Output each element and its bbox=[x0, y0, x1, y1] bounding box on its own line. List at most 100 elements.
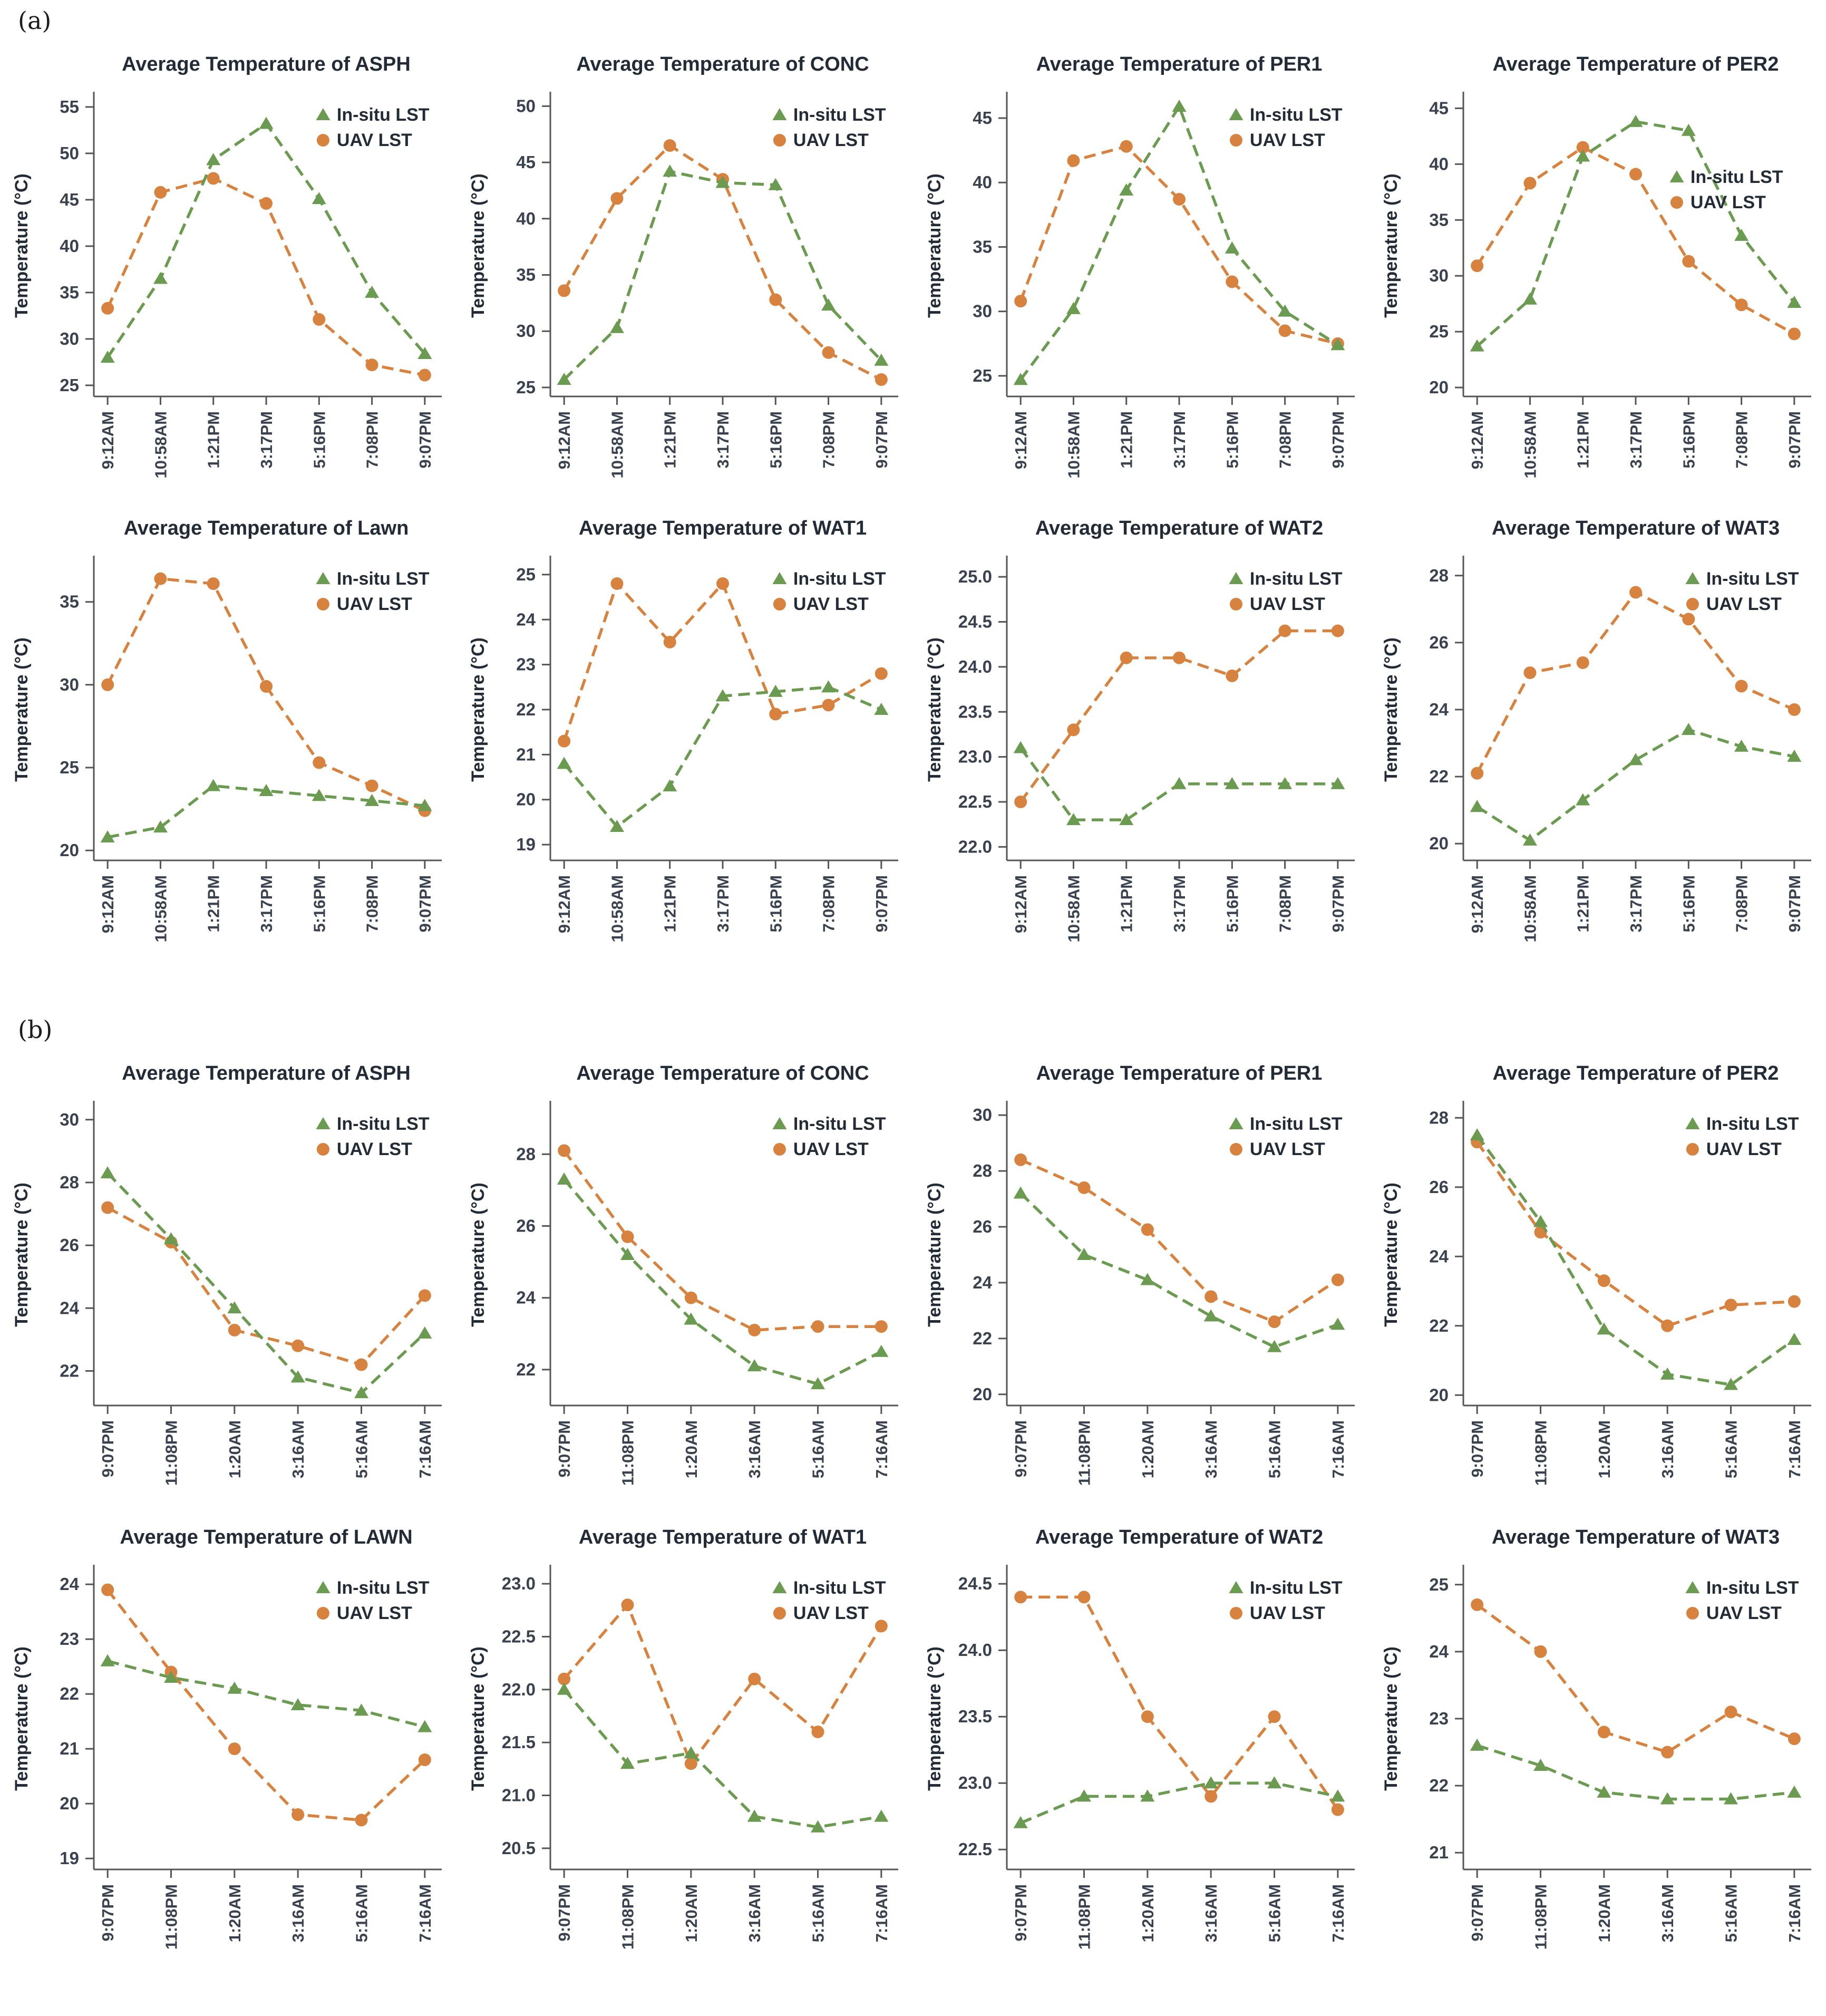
series-insitu-point bbox=[768, 684, 783, 697]
y-tick-labels: 22.0 22.5 23.0 23.5 24.0 24.5 25.0 bbox=[958, 567, 992, 856]
svg-text:7:08PM: 7:08PM bbox=[1276, 411, 1295, 469]
legend-insitu-label: In-situ LST bbox=[1691, 167, 1783, 187]
chart-canvas: Average Temperature of PER1 Temperature (… bbox=[925, 53, 1355, 479]
svg-text:5:16AM: 5:16AM bbox=[809, 1420, 828, 1478]
svg-text:3:17PM: 3:17PM bbox=[1627, 875, 1645, 933]
series-insitu-point bbox=[1203, 1776, 1218, 1789]
series-insitu-point bbox=[1267, 1340, 1282, 1352]
legend-insitu-label: In-situ LST bbox=[1706, 1578, 1799, 1598]
series-uav-point bbox=[418, 1289, 431, 1302]
svg-text:9:12AM: 9:12AM bbox=[99, 875, 117, 933]
series-insitu-point bbox=[1724, 1378, 1738, 1390]
svg-text:11:08PM: 11:08PM bbox=[1531, 1420, 1550, 1486]
y-tick-labels: 25 30 35 40 45 50 bbox=[516, 96, 536, 397]
legend-uav-label: UAV LST bbox=[1691, 192, 1766, 212]
series-insitu-point bbox=[1724, 1792, 1738, 1805]
series-insitu-point bbox=[1330, 777, 1345, 789]
series-insitu-point bbox=[417, 347, 432, 360]
chart-panel-asph-a: Average Temperature of ASPH Temperature (… bbox=[0, 36, 456, 500]
svg-text:40: 40 bbox=[60, 236, 79, 256]
series-uav-point bbox=[684, 1291, 697, 1304]
series-uav-point bbox=[822, 346, 835, 359]
svg-text:23.0: 23.0 bbox=[958, 1773, 992, 1792]
series-uav-point bbox=[748, 1672, 761, 1685]
legend-insitu-label: In-situ LST bbox=[337, 1114, 430, 1134]
svg-text:1:20AM: 1:20AM bbox=[1139, 1884, 1157, 1942]
chart-title: Average Temperature of PER1 bbox=[1036, 53, 1323, 75]
svg-text:5:16PM: 5:16PM bbox=[310, 875, 328, 933]
series-uav-point bbox=[1278, 324, 1291, 337]
series-uav-point bbox=[811, 1320, 824, 1333]
svg-text:9:12AM: 9:12AM bbox=[555, 875, 574, 933]
series-uav-point bbox=[1724, 1298, 1737, 1312]
svg-text:9:12AM: 9:12AM bbox=[555, 411, 574, 469]
series-insitu-markers bbox=[1013, 741, 1345, 826]
legend-insitu-icon bbox=[316, 1581, 331, 1593]
series-insitu-point bbox=[874, 1809, 889, 1822]
series-insitu-point bbox=[1597, 1322, 1611, 1335]
svg-text:3:17PM: 3:17PM bbox=[714, 875, 732, 933]
series-uav-point bbox=[1523, 666, 1537, 680]
y-tick-labels: 22 24 26 28 bbox=[516, 1144, 536, 1379]
svg-text:22: 22 bbox=[973, 1329, 992, 1348]
series-uav-point bbox=[1576, 656, 1589, 670]
series-insitu-point bbox=[417, 1720, 432, 1732]
svg-text:11:08PM: 11:08PM bbox=[1075, 1884, 1093, 1950]
x-tick-labels: 9:12AM 10:58AM 1:21PM 3:17PM 5:16PM 7:08PM 9:0… bbox=[99, 875, 434, 943]
svg-text:45: 45 bbox=[1429, 98, 1449, 118]
y-tick-labels: 21 22 23 24 25 bbox=[1429, 1575, 1449, 1862]
svg-text:50: 50 bbox=[516, 96, 536, 115]
svg-text:3:17PM: 3:17PM bbox=[257, 411, 276, 469]
y-tick-labels: 20 22 24 26 28 bbox=[1429, 566, 1449, 853]
svg-text:23.5: 23.5 bbox=[958, 1707, 992, 1726]
series-insitu-point bbox=[663, 779, 677, 792]
series-insitu-markers bbox=[1470, 114, 1802, 352]
svg-text:26: 26 bbox=[60, 1235, 79, 1255]
series-insitu-point bbox=[1470, 800, 1484, 812]
y-axis bbox=[998, 556, 1008, 860]
svg-text:30: 30 bbox=[516, 321, 536, 341]
series-uav-point bbox=[1331, 1273, 1344, 1286]
series-insitu-point bbox=[259, 117, 274, 129]
chart-grid-b: Average Temperature of ASPH Temperature (… bbox=[0, 1045, 1826, 1973]
y-axis-label: Temperature (°C) bbox=[1381, 1646, 1401, 1791]
legend-insitu-icon bbox=[772, 1581, 787, 1593]
panel-group-b: (b) Average Temperature of ASPH Temperatu… bbox=[0, 1014, 1826, 1973]
series-insitu-point bbox=[1172, 100, 1187, 112]
y-axis-label: Temperature (°C) bbox=[925, 637, 945, 782]
series-insitu-markers bbox=[557, 164, 889, 385]
svg-text:11:08PM: 11:08PM bbox=[162, 1884, 180, 1950]
series-insitu-point bbox=[1787, 749, 1802, 762]
chart-panel-lawn-a: Average Temperature of Lawn Temperature (… bbox=[0, 500, 456, 964]
svg-text:22.5: 22.5 bbox=[958, 1839, 992, 1859]
x-tick-labels: 9:07PM 11:08PM 1:20AM 3:16AM 5:16AM 7:16AM bbox=[99, 1884, 434, 1950]
chart-canvas: Average Temperature of WAT1 Temperature (… bbox=[468, 517, 898, 943]
svg-text:9:07PM: 9:07PM bbox=[1012, 1884, 1030, 1942]
legend-insitu-icon bbox=[316, 108, 331, 120]
svg-text:24: 24 bbox=[60, 1298, 79, 1317]
y-axis-label: Temperature (°C) bbox=[468, 173, 488, 318]
series-uav-point bbox=[875, 1320, 888, 1333]
svg-text:20: 20 bbox=[1429, 1385, 1449, 1404]
svg-text:35: 35 bbox=[516, 265, 536, 284]
series-insitu-point bbox=[1172, 777, 1187, 789]
chart-canvas: Average Temperature of CONC Temperature (… bbox=[468, 1062, 898, 1486]
series-insitu-point bbox=[1660, 1367, 1675, 1380]
svg-text:24: 24 bbox=[1429, 1642, 1449, 1661]
legend-insitu-icon bbox=[1685, 572, 1700, 584]
legend-insitu-icon bbox=[316, 572, 331, 584]
series-insitu-point bbox=[663, 164, 677, 177]
series-uav-markers bbox=[558, 1144, 888, 1336]
series-uav-point bbox=[875, 667, 888, 680]
svg-text:40: 40 bbox=[973, 172, 992, 192]
chart-title: Average Temperature of WAT3 bbox=[1492, 1526, 1780, 1548]
svg-text:3:16AM: 3:16AM bbox=[1658, 1884, 1677, 1942]
legend-insitu-label: In-situ LST bbox=[1706, 1114, 1799, 1134]
svg-text:24: 24 bbox=[973, 1273, 992, 1292]
series-uav-markers bbox=[1014, 1153, 1344, 1329]
svg-text:1:20AM: 1:20AM bbox=[1139, 1420, 1157, 1478]
y-axis-label: Temperature (°C) bbox=[12, 637, 32, 782]
series-insitu-markers bbox=[100, 1654, 432, 1732]
svg-text:10:58AM: 10:58AM bbox=[1521, 411, 1539, 479]
x-axis bbox=[94, 1868, 442, 1878]
